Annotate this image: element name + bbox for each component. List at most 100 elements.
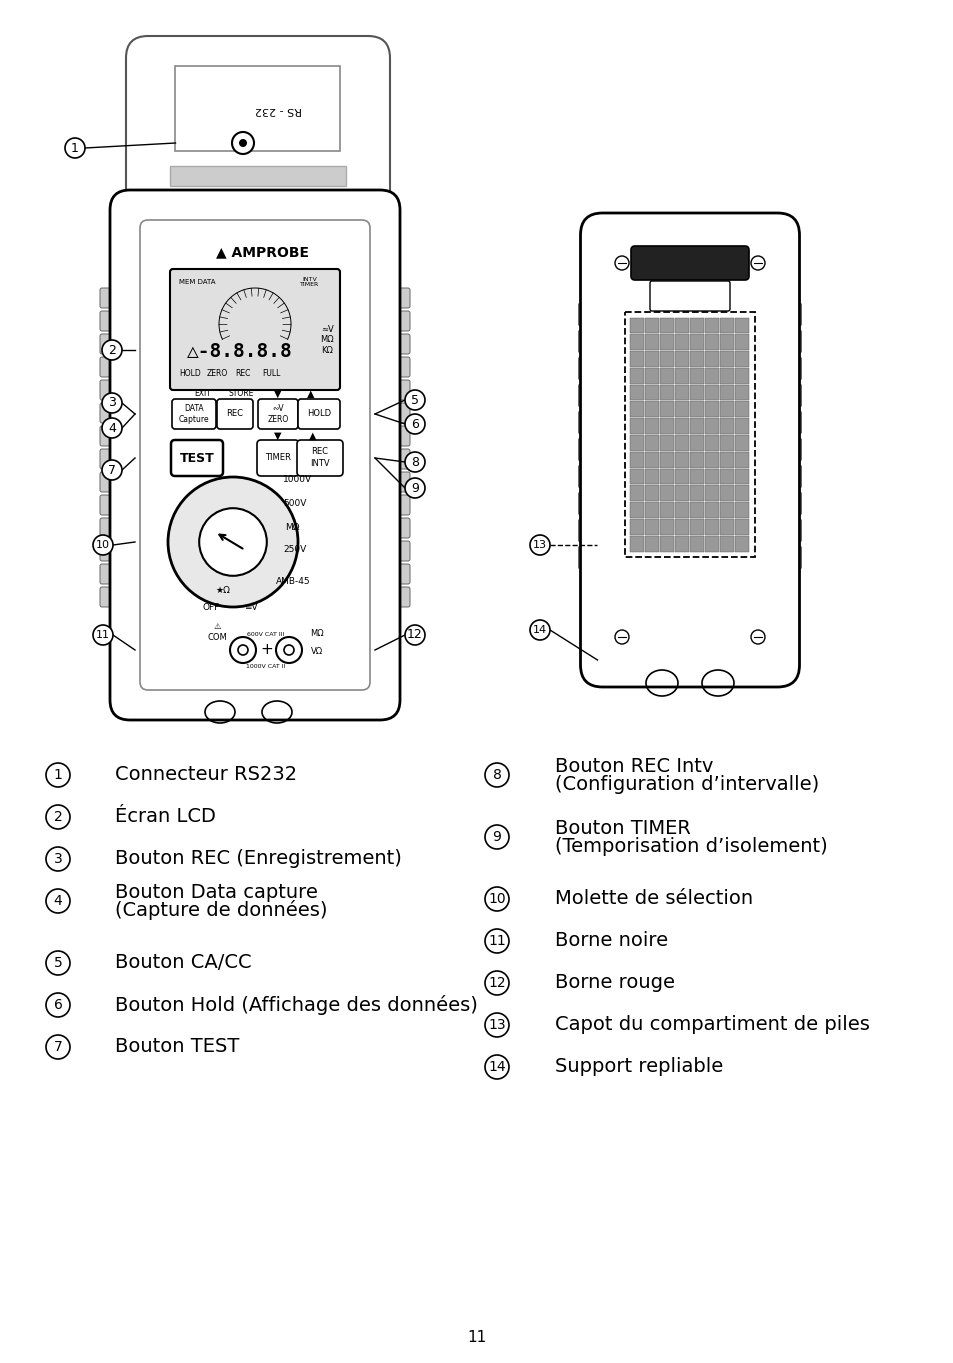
FancyBboxPatch shape <box>578 412 599 433</box>
Bar <box>175 65 340 151</box>
Bar <box>630 536 644 552</box>
Bar <box>630 435 644 451</box>
FancyBboxPatch shape <box>381 541 410 562</box>
Text: ★Ω: ★Ω <box>215 586 231 594</box>
Circle shape <box>92 536 112 555</box>
Bar <box>675 384 689 401</box>
FancyBboxPatch shape <box>578 438 599 461</box>
FancyBboxPatch shape <box>381 472 410 492</box>
Circle shape <box>46 1035 70 1059</box>
Circle shape <box>46 806 70 829</box>
Bar <box>630 502 644 518</box>
Bar <box>705 418 719 433</box>
Text: ▲: ▲ <box>307 388 314 399</box>
Text: ▼: ▼ <box>274 431 281 442</box>
FancyBboxPatch shape <box>100 495 128 515</box>
FancyBboxPatch shape <box>100 564 128 583</box>
Circle shape <box>65 138 85 158</box>
Bar <box>690 451 703 468</box>
FancyBboxPatch shape <box>779 357 801 380</box>
Text: 11: 11 <box>96 630 110 641</box>
FancyBboxPatch shape <box>100 448 128 469</box>
Text: INTV: INTV <box>310 459 330 469</box>
FancyBboxPatch shape <box>381 495 410 515</box>
FancyBboxPatch shape <box>100 518 128 538</box>
Circle shape <box>405 478 424 497</box>
Text: Borne rouge: Borne rouge <box>555 973 675 992</box>
Text: 7: 7 <box>53 1040 62 1054</box>
FancyBboxPatch shape <box>381 587 410 607</box>
Text: Bouton TEST: Bouton TEST <box>115 1037 239 1056</box>
Bar <box>659 485 674 502</box>
Bar <box>675 469 689 484</box>
Bar <box>645 318 659 334</box>
Circle shape <box>46 889 70 913</box>
Text: 10: 10 <box>488 891 505 906</box>
Bar <box>630 485 644 502</box>
Circle shape <box>92 626 112 645</box>
Text: (Configuration d’intervalle): (Configuration d’intervalle) <box>555 774 819 793</box>
Circle shape <box>46 994 70 1017</box>
Text: 3: 3 <box>53 852 62 866</box>
Text: MΩ: MΩ <box>310 630 323 638</box>
Text: Bouton Data capture: Bouton Data capture <box>115 882 317 901</box>
Bar <box>675 318 689 334</box>
FancyBboxPatch shape <box>779 330 801 353</box>
Bar <box>690 519 703 534</box>
Bar <box>705 334 719 350</box>
Bar <box>675 368 689 383</box>
FancyBboxPatch shape <box>257 399 297 429</box>
FancyBboxPatch shape <box>578 547 599 568</box>
Text: 14: 14 <box>488 1060 505 1074</box>
FancyBboxPatch shape <box>381 357 410 378</box>
Bar <box>705 435 719 451</box>
Circle shape <box>530 620 550 641</box>
FancyBboxPatch shape <box>100 541 128 562</box>
Bar <box>705 502 719 518</box>
Text: 600V CAT III: 600V CAT III <box>247 631 284 637</box>
Bar <box>659 352 674 367</box>
Text: 14: 14 <box>533 626 546 635</box>
Text: MEM DATA: MEM DATA <box>178 279 215 285</box>
Text: ▼: ▼ <box>274 388 281 399</box>
Text: ≡V: ≡V <box>244 602 257 612</box>
FancyBboxPatch shape <box>100 380 128 399</box>
Text: 13: 13 <box>533 540 546 551</box>
Bar <box>705 519 719 534</box>
Bar <box>659 451 674 468</box>
Bar <box>659 418 674 433</box>
Circle shape <box>405 453 424 472</box>
FancyBboxPatch shape <box>140 219 370 690</box>
FancyBboxPatch shape <box>578 492 599 515</box>
Text: Écran LCD: Écran LCD <box>115 807 215 826</box>
FancyBboxPatch shape <box>110 189 399 720</box>
Bar <box>645 402 659 417</box>
Text: INTV
TIMER: INTV TIMER <box>300 277 319 288</box>
Bar <box>705 451 719 468</box>
FancyBboxPatch shape <box>381 427 410 446</box>
Bar <box>705 485 719 502</box>
Bar <box>705 352 719 367</box>
FancyBboxPatch shape <box>779 384 801 408</box>
Bar <box>675 536 689 552</box>
Bar <box>735 451 749 468</box>
FancyBboxPatch shape <box>381 380 410 399</box>
Text: +: + <box>260 642 274 657</box>
Text: RS - 232: RS - 232 <box>254 105 301 114</box>
Bar <box>720 402 734 417</box>
Text: Support repliable: Support repliable <box>555 1058 722 1077</box>
FancyBboxPatch shape <box>100 427 128 446</box>
Bar <box>630 402 644 417</box>
Text: 500V: 500V <box>283 499 306 508</box>
Bar <box>690 469 703 484</box>
Bar <box>659 402 674 417</box>
Text: 1: 1 <box>53 767 62 782</box>
Text: ZERO: ZERO <box>206 369 228 379</box>
Bar <box>720 485 734 502</box>
Circle shape <box>102 459 122 480</box>
Text: 1000V CAT II: 1000V CAT II <box>246 664 286 668</box>
FancyBboxPatch shape <box>170 269 339 390</box>
Bar <box>705 384 719 401</box>
FancyBboxPatch shape <box>100 334 128 354</box>
Bar <box>690 368 703 383</box>
